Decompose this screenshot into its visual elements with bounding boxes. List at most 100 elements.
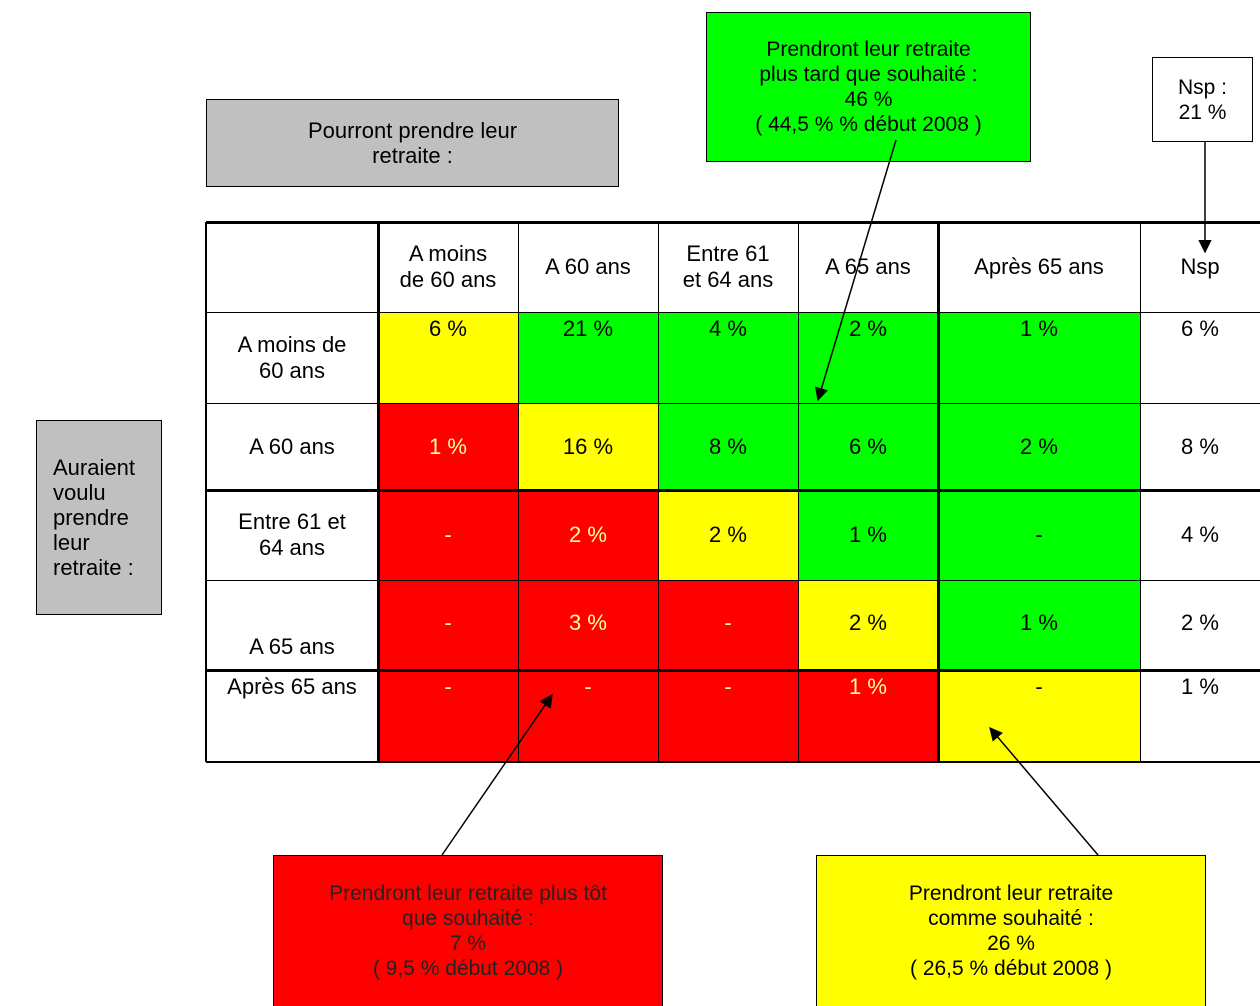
callout-line: plus tard que souhaité : — [759, 63, 978, 86]
callout-line: Prendront leur retraite — [908, 882, 1114, 905]
table-cell-text: 2 % — [1020, 433, 1058, 459]
table-cell-text: 1 % — [849, 674, 887, 699]
column-header-text: et 64 ans — [682, 267, 774, 292]
column-header-text: Nsp — [1180, 254, 1220, 279]
table-cell-text: 2 % — [849, 316, 887, 341]
callout-line: Prendront leur retraite plus tôt — [329, 882, 607, 905]
table-cell-text: 16 % — [562, 433, 614, 459]
table-cell-text: 2 % — [849, 610, 887, 635]
grid-line — [797, 222, 799, 762]
callout-line: ( 9,5 % début 2008 ) — [372, 957, 564, 980]
row-axis-title-line: prendre — [53, 505, 129, 530]
table-cell-text: 6 % — [849, 433, 887, 459]
corner-cell — [206, 222, 378, 312]
table-cell: 1 % — [938, 580, 1140, 670]
column-header-text: Entre 61 — [686, 241, 770, 266]
row-header: A moins de 60 ans — [206, 312, 378, 403]
earlier-callout-arrow — [441, 693, 553, 856]
table-cell: 21 % — [518, 312, 658, 403]
grid-line — [206, 402, 1260, 404]
grid-line — [376, 222, 380, 762]
table-cell: 6 % — [1140, 312, 1260, 403]
column-axis-title: Pourront prendre leur retraite : — [206, 99, 619, 187]
column-header: A moins de 60 ans — [378, 222, 518, 312]
row-axis-title-line: leur — [53, 530, 90, 555]
table-cell: 6 % — [378, 312, 518, 403]
table-cell: - — [378, 490, 518, 580]
row-axis-title: Auraient voulu prendre leur retraite : — [36, 420, 162, 615]
table-cell-text: 1 % — [1020, 610, 1058, 635]
row-header-text: 60 ans — [258, 357, 326, 383]
row-header: A 65 ans — [206, 580, 378, 670]
table-cell: 1 % — [938, 312, 1140, 403]
column-header-text: A 60 ans — [545, 254, 631, 279]
table-cell-text: 1 % — [1020, 316, 1058, 341]
later-callout-arrow — [815, 139, 897, 402]
table-cell: - — [378, 580, 518, 670]
table-cell: - — [518, 670, 658, 762]
table-cell-text: 4 % — [709, 316, 747, 341]
grid-line — [206, 220, 1260, 224]
table-cell-text: 1 % — [1181, 674, 1219, 699]
row-header: Entre 61 et 64 ans — [206, 490, 378, 580]
grid-line — [205, 222, 207, 762]
table-cell-text: 1 % — [849, 522, 887, 547]
table-cell-text: - — [444, 674, 452, 699]
grid-line — [206, 311, 1260, 313]
grid-line — [936, 222, 940, 762]
column-header: Entre 61 et 64 ans — [658, 222, 798, 312]
table-cell: 16 % — [518, 403, 658, 490]
callout-line: 21 % — [1178, 100, 1227, 124]
column-header-text: A 65 ans — [825, 254, 911, 279]
table-cell: 3 % — [518, 580, 658, 670]
callout-line: 26 % — [987, 932, 1035, 955]
nsp-callout: Nsp : 21 % — [1152, 57, 1253, 142]
column-header-text: de 60 ans — [399, 267, 497, 292]
table-cell-text: 6 % — [429, 316, 467, 341]
table-cell-text: 8 % — [1181, 433, 1219, 459]
table-cell-text: 21 % — [562, 316, 614, 341]
grid-line — [657, 222, 659, 762]
table-cell: 1 % — [798, 670, 938, 762]
as-wished-callout: Prendront leur retraite comme souhaité :… — [816, 855, 1206, 1006]
table-cell-text: - — [584, 674, 592, 699]
as-wished-callout-arrow — [989, 726, 1099, 856]
table-cell-text: 1 % — [429, 433, 467, 459]
column-axis-title-line: retraite : — [372, 143, 453, 168]
row-header-text: 64 ans — [258, 535, 326, 560]
callout-line: que souhaité : — [402, 907, 534, 930]
table-cell-text: - — [1035, 522, 1043, 547]
table-cell: 1 % — [798, 490, 938, 580]
table-cell-text: 2 % — [709, 522, 747, 547]
table-cell: - — [658, 670, 798, 762]
column-header: A 65 ans — [798, 222, 938, 312]
row-header-text: A moins de — [237, 331, 347, 357]
callout-line: Nsp : — [1177, 75, 1227, 99]
table-cell: 4 % — [1140, 490, 1260, 580]
table-cell: - — [938, 490, 1140, 580]
table-cell-text: 4 % — [1181, 522, 1219, 547]
table-cell: 1 % — [378, 403, 518, 490]
column-axis-title-line: Pourront prendre leur — [307, 118, 518, 143]
row-header-text: A 60 ans — [249, 433, 335, 459]
table-cell: - — [938, 670, 1140, 762]
row-header-text: Entre 61 et — [238, 509, 346, 534]
table-cell: 6 % — [798, 403, 938, 490]
table-cell: 2 % — [798, 580, 938, 670]
grid-line — [206, 761, 1260, 763]
table-cell-text: 2 % — [1181, 610, 1219, 635]
grid-line — [517, 222, 519, 762]
grid-line — [206, 668, 1260, 672]
column-header: A 60 ans — [518, 222, 658, 312]
column-header-text: A moins — [408, 241, 488, 266]
grid-line — [1139, 222, 1141, 762]
column-header: Nsp — [1140, 222, 1260, 312]
callout-line: 46 % — [844, 88, 893, 111]
callout-line: comme souhaité : — [928, 907, 1094, 930]
table-cell: 4 % — [658, 312, 798, 403]
later-than-wished-callout: Prendront leur retraite plus tard que so… — [706, 12, 1031, 162]
table-cell-text: 3 % — [569, 610, 607, 635]
table-cell: 2 % — [1140, 580, 1260, 670]
callout-line: ( 44,5 % % début 2008 ) — [755, 113, 982, 136]
